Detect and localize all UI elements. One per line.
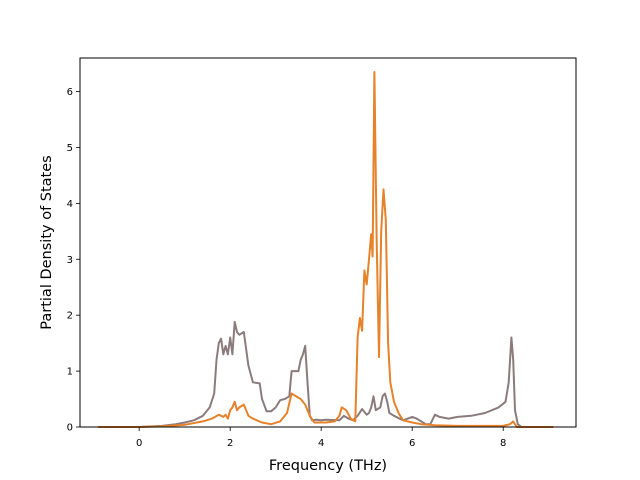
plot-frame [79, 57, 577, 428]
series-line-2 [98, 71, 554, 428]
x-tick-label: 0 [136, 438, 142, 449]
series-line-1 [98, 320, 554, 428]
series-layer [98, 71, 554, 428]
y-tick-label: 5 [67, 143, 73, 154]
x-tick-label: 2 [227, 438, 233, 449]
y-axis-title: Partial Density of States [39, 155, 55, 329]
y-tick-label: 1 [67, 367, 73, 378]
x-axis-title: Frequency (THz) [269, 458, 387, 474]
y-tick-label: 2 [67, 311, 73, 322]
x-tick-label: 6 [409, 438, 415, 449]
y-tick-label: 4 [67, 199, 73, 210]
x-axis-ticks: 0 2 4 6 8 [136, 427, 506, 449]
y-tick-label: 6 [67, 87, 73, 98]
x-tick-label: 8 [500, 438, 506, 449]
x-tick-label: 4 [318, 438, 324, 449]
y-axis-ticks: 0 1 2 3 4 5 6 [67, 87, 80, 434]
y-tick-label: 3 [67, 255, 73, 266]
y-tick-label: 0 [67, 423, 73, 434]
